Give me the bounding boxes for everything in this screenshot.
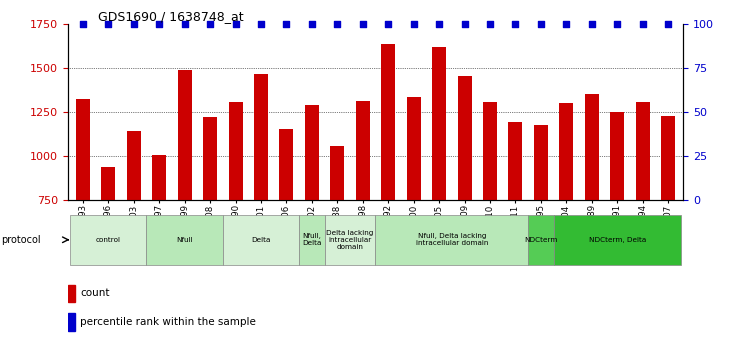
- Bar: [457, 76, 472, 332]
- Text: Nfull: Nfull: [176, 237, 193, 243]
- Point: [204, 21, 216, 27]
- Bar: [483, 101, 497, 332]
- Bar: [534, 125, 548, 332]
- FancyBboxPatch shape: [223, 215, 299, 265]
- FancyBboxPatch shape: [376, 215, 528, 265]
- Text: NDCterm: NDCterm: [524, 237, 557, 243]
- Point: [280, 21, 292, 27]
- Bar: [559, 104, 573, 332]
- Text: percentile rank within the sample: percentile rank within the sample: [80, 317, 256, 327]
- Point: [331, 21, 343, 27]
- Point: [535, 21, 547, 27]
- Point: [611, 21, 623, 27]
- Bar: [432, 47, 446, 332]
- Bar: [585, 93, 599, 332]
- FancyBboxPatch shape: [299, 215, 324, 265]
- Point: [586, 21, 598, 27]
- FancyBboxPatch shape: [324, 215, 376, 265]
- Point: [459, 21, 471, 27]
- Point: [560, 21, 572, 27]
- Text: NDCterm, Delta: NDCterm, Delta: [589, 237, 646, 243]
- Bar: [152, 155, 166, 332]
- Text: control: control: [96, 237, 121, 243]
- Point: [484, 21, 496, 27]
- Point: [306, 21, 318, 27]
- Text: Nfull, Delta lacking
intracellular domain: Nfull, Delta lacking intracellular domai…: [415, 233, 488, 246]
- Bar: [661, 116, 675, 332]
- Point: [433, 21, 445, 27]
- Bar: [76, 99, 90, 332]
- Point: [662, 21, 674, 27]
- Bar: [305, 105, 319, 332]
- Point: [128, 21, 140, 27]
- Point: [102, 21, 114, 27]
- Bar: [382, 45, 395, 332]
- Bar: [508, 122, 523, 332]
- Bar: [127, 131, 140, 332]
- Bar: [68, 285, 75, 302]
- Point: [357, 21, 369, 27]
- Point: [637, 21, 649, 27]
- Point: [509, 21, 521, 27]
- Bar: [611, 112, 624, 332]
- Text: GDS1690 / 1638748_at: GDS1690 / 1638748_at: [98, 10, 243, 23]
- Text: count: count: [80, 288, 110, 298]
- Bar: [178, 70, 192, 332]
- Bar: [254, 74, 268, 332]
- Bar: [407, 97, 421, 332]
- FancyBboxPatch shape: [70, 215, 146, 265]
- Bar: [68, 313, 75, 331]
- Point: [382, 21, 394, 27]
- Bar: [330, 146, 344, 332]
- Text: Delta: Delta: [252, 237, 270, 243]
- Text: Nfull,
Delta: Nfull, Delta: [302, 233, 321, 246]
- FancyBboxPatch shape: [146, 215, 223, 265]
- Point: [153, 21, 165, 27]
- Point: [255, 21, 267, 27]
- Point: [408, 21, 420, 27]
- FancyBboxPatch shape: [528, 215, 553, 265]
- Bar: [203, 117, 217, 332]
- Text: Delta lacking
intracellular
domain: Delta lacking intracellular domain: [327, 230, 374, 250]
- Bar: [101, 167, 116, 332]
- Point: [230, 21, 242, 27]
- Point: [179, 21, 191, 27]
- Text: protocol: protocol: [1, 235, 41, 245]
- Point: [77, 21, 89, 27]
- Bar: [356, 101, 369, 332]
- Bar: [279, 129, 294, 332]
- Bar: [635, 102, 650, 332]
- FancyBboxPatch shape: [553, 215, 681, 265]
- Bar: [228, 102, 243, 332]
